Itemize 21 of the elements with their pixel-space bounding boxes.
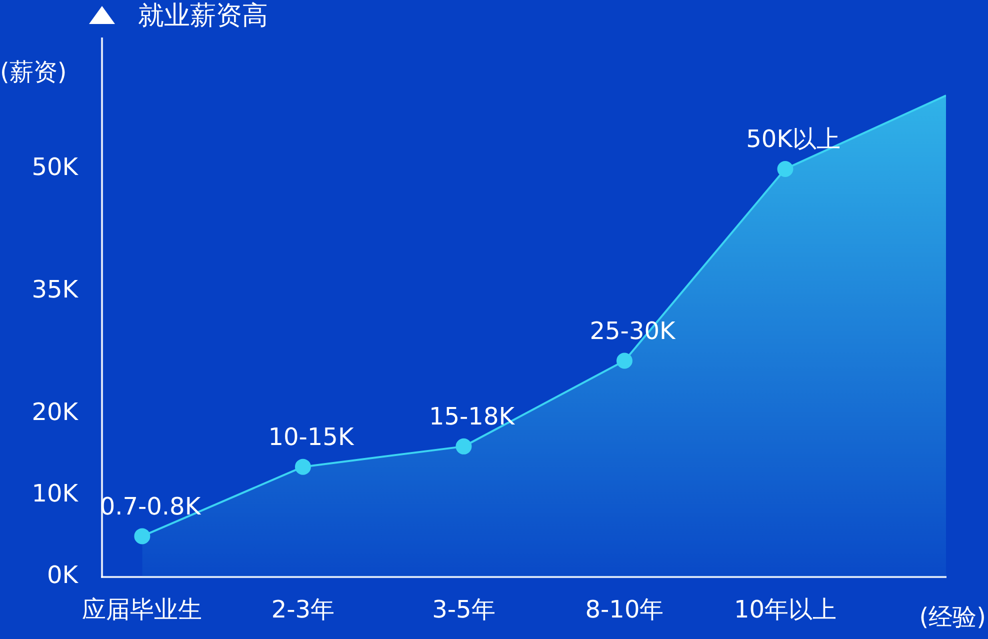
data-label: 15-18K — [428, 402, 516, 431]
point — [616, 352, 632, 369]
data-label: 10-15K — [268, 423, 355, 452]
y-axis-title: (薪资) — [0, 58, 67, 86]
x-tick-label: 应届毕业生 — [82, 596, 202, 624]
y-tick-label: 10K — [32, 480, 80, 508]
x-axis-title: (经验) — [919, 603, 986, 632]
point — [294, 458, 311, 475]
data-label: 50K以上 — [746, 125, 840, 154]
x-tick-label: 8-10年 — [585, 596, 664, 624]
y-tick-label: 20K — [32, 398, 80, 426]
x-tick-label: 2-3年 — [271, 596, 335, 624]
point — [777, 160, 794, 177]
point — [456, 438, 472, 454]
chart-title: 就业薪资高 — [138, 0, 268, 31]
x-tick-label: 10年以上 — [734, 596, 837, 624]
x-tick-label: 3-5年 — [432, 596, 496, 624]
point — [134, 528, 150, 544]
y-tick-label: 35K — [32, 276, 80, 304]
y-tick-label: 0K — [46, 561, 80, 590]
y-tick-label: 50K — [32, 153, 80, 182]
